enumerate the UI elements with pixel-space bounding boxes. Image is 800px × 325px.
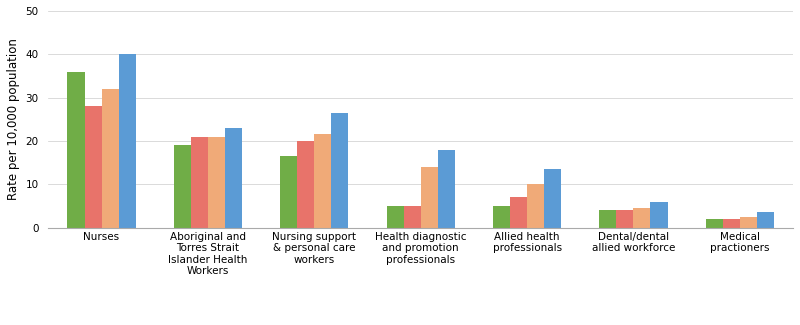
Bar (723, 219, 740, 228)
Bar (298, 141, 314, 228)
Bar (404, 206, 421, 227)
Bar (67, 72, 85, 228)
Bar (438, 150, 454, 228)
Bar (85, 106, 102, 228)
Bar (740, 217, 757, 227)
Bar (421, 167, 438, 227)
Bar (527, 184, 544, 227)
Bar (102, 89, 118, 228)
Bar (280, 156, 298, 228)
Bar (386, 206, 404, 227)
Bar (493, 206, 510, 227)
Bar (634, 208, 650, 227)
Bar (599, 210, 617, 228)
Bar (706, 219, 723, 228)
Bar (650, 202, 667, 228)
Bar (174, 145, 191, 228)
Bar (617, 210, 634, 228)
Bar (331, 113, 348, 228)
Bar (225, 128, 242, 228)
Y-axis label: Rate per 10,000 population: Rate per 10,000 population (7, 38, 20, 200)
Bar (314, 134, 331, 228)
Bar (510, 197, 527, 228)
Bar (208, 136, 225, 228)
Bar (757, 212, 774, 227)
Bar (118, 54, 135, 227)
Bar (191, 136, 208, 228)
Bar (544, 169, 561, 227)
